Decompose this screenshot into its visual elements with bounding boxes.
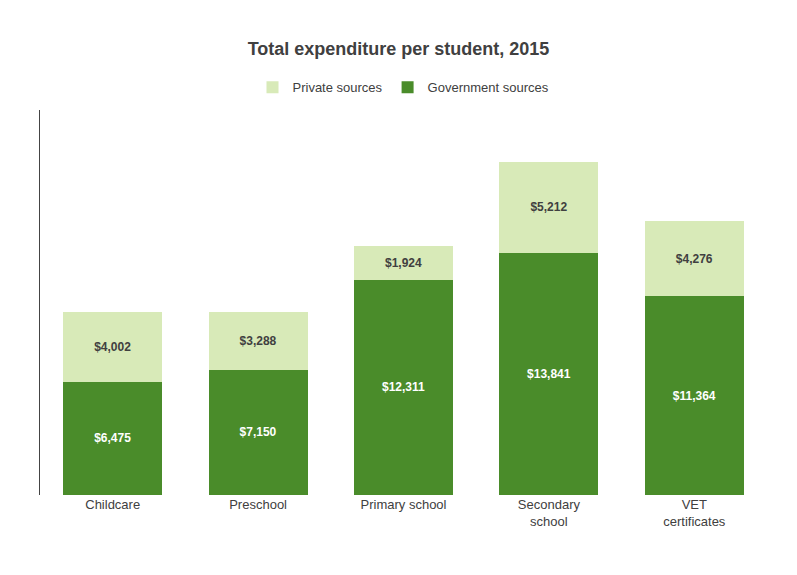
svg-text:$4,276: $4,276 — [676, 252, 713, 266]
svg-text:$12,311: $12,311 — [382, 380, 425, 394]
svg-text:$6,475: $6,475 — [94, 431, 131, 445]
svg-text:$3,288: $3,288 — [240, 334, 277, 348]
svg-text:Childcare: Childcare — [85, 497, 140, 512]
svg-text:Secondaryschool: Secondaryschool — [518, 497, 581, 529]
svg-text:Private sources: Private sources — [293, 80, 383, 95]
svg-text:Preschool: Preschool — [229, 497, 287, 512]
svg-text:Primary school: Primary school — [361, 497, 447, 512]
svg-text:Total expenditure per student,: Total expenditure per student, 2015 — [248, 39, 550, 59]
svg-text:$5,212: $5,212 — [530, 200, 567, 214]
svg-text:Government sources: Government sources — [428, 80, 549, 95]
svg-text:$4,002: $4,002 — [94, 340, 131, 354]
svg-text:$7,150: $7,150 — [240, 425, 277, 439]
svg-text:VETcertificates: VETcertificates — [663, 497, 726, 529]
svg-text:$1,924: $1,924 — [385, 256, 422, 270]
svg-text:$11,364: $11,364 — [673, 389, 716, 403]
svg-text:$13,841: $13,841 — [527, 367, 571, 381]
